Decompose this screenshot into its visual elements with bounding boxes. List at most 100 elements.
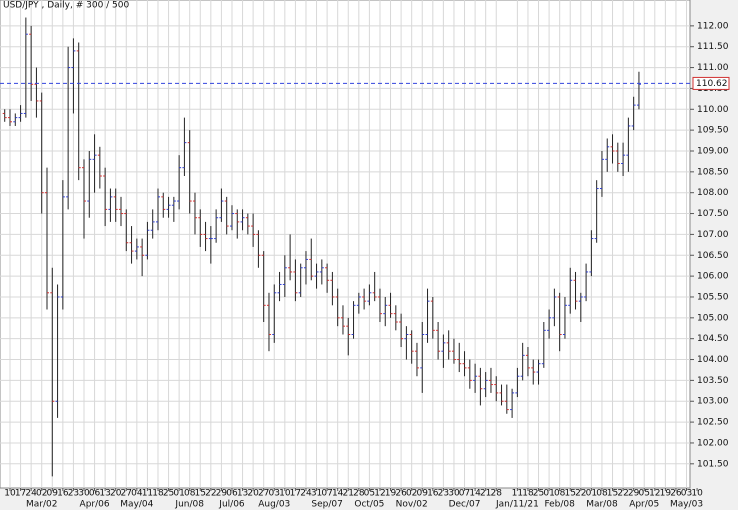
ohlc-bar [547, 309, 552, 339]
ohlc-bar [631, 96, 636, 131]
month-label: May/04 [120, 500, 153, 510]
ohlc-bar [50, 267, 55, 477]
ohlc-bar [118, 196, 123, 227]
x-tick-label: 06 [89, 489, 101, 499]
ohlc-bar [145, 221, 150, 260]
x-tick-label: 09 [417, 489, 429, 499]
month-label: Mar/08 [586, 500, 618, 510]
month-label: Jul/06 [218, 500, 245, 510]
x-tick-label: 14 [332, 489, 344, 499]
month-label: Nov/02 [396, 500, 428, 510]
x-tick-label: 05 [364, 489, 375, 499]
ohlc-bar [573, 271, 578, 310]
x-tick-label: 26 [670, 489, 682, 499]
y-tick-label: 109.50 [697, 126, 729, 136]
y-tick-label: 106.00 [697, 272, 729, 282]
ohlc-bar [494, 376, 499, 402]
current-price-box [692, 76, 730, 90]
x-tick-label: 11 [512, 489, 523, 499]
ohlc-bar [399, 313, 404, 348]
ohlc-bar [39, 92, 44, 214]
x-tick-label: 12 [649, 489, 660, 499]
ohlc-bar [367, 284, 372, 306]
ohlc-bar [335, 288, 340, 327]
ohlc-bar [76, 42, 81, 181]
ohlc-bar [187, 130, 192, 214]
x-tick-label: 12 [374, 489, 385, 499]
y-tick-label: 107.50 [697, 209, 729, 219]
plot-area [0, 0, 691, 489]
y-tick-label: 104.50 [697, 334, 729, 344]
month-label: Jan/11/21 [495, 500, 539, 510]
month-label: Dec/07 [449, 500, 481, 510]
month-label: Apr/05 [629, 500, 659, 510]
current-price-label: 110.62 [696, 79, 728, 89]
x-tick-label: 28 [491, 489, 503, 499]
ohlc-bar [166, 196, 171, 218]
x-tick-label: 13 [99, 489, 110, 499]
ohlc-bar [615, 142, 620, 172]
y-tick-label: 102.00 [697, 438, 729, 448]
month-label: Aug/03 [258, 500, 290, 510]
ohlc-bar [393, 305, 398, 331]
month-label: Oct/05 [354, 500, 384, 510]
x-tick-label: 22 [575, 489, 586, 499]
x-tick-label: 19 [660, 489, 672, 499]
ohlc-bar [340, 305, 345, 335]
x-tick-label: 18 [152, 489, 164, 499]
ohlc-bar [177, 155, 182, 210]
x-tick-label: 01 [586, 489, 597, 499]
ohlc-bar [483, 372, 488, 398]
y-tick-label: 104.00 [697, 355, 729, 365]
ohlc-bar [92, 134, 97, 193]
ohlc-bar [303, 251, 308, 285]
ohlc-bar [113, 188, 118, 222]
ohlc-bar [388, 292, 393, 318]
ohlc-bar [2, 109, 7, 122]
ohlc-bar [277, 271, 282, 302]
ohlc-bar [409, 330, 414, 364]
ohlc-bar [441, 334, 446, 368]
x-tick-label: 15 [607, 489, 618, 499]
x-tick-label: 02 [36, 489, 47, 499]
ohlc-bar [282, 255, 287, 297]
ohlc-bar [404, 326, 409, 360]
ohlc-bar [309, 238, 314, 281]
x-tick-label: 16 [427, 489, 439, 499]
x-tick-label: 08 [554, 489, 566, 499]
x-tick-label: 28 [353, 489, 365, 499]
x-tick-label: 14 [469, 489, 481, 499]
x-tick-label: 30 [448, 489, 460, 499]
ohlc-bar [552, 288, 557, 327]
ohlc-bar [224, 196, 229, 235]
ohlc-bar [557, 292, 562, 352]
ohlc-bar [18, 105, 23, 122]
ohlc-bar [251, 213, 256, 247]
ohlc-bar [531, 359, 536, 385]
ohlc-bar [192, 192, 197, 235]
x-tick-label: 17 [15, 489, 26, 499]
ohlc-bar [599, 150, 604, 197]
x-tick-label: 24 [25, 489, 37, 499]
x-tick-label: 03 [269, 489, 280, 499]
ohlc-bar [140, 238, 145, 277]
y-tick-label: 106.50 [697, 251, 729, 261]
ohlc-bar [457, 342, 462, 373]
y-tick-label: 105.00 [697, 313, 729, 323]
x-tick-label: 20 [110, 489, 122, 499]
x-tick-label: 23 [68, 489, 79, 499]
x-tick-label: 26 [395, 489, 407, 499]
ohlc-bar [66, 46, 71, 210]
ohlc-bar [71, 38, 76, 114]
ohlc-bar [499, 384, 504, 406]
ohlc-bar [229, 205, 234, 231]
x-tick-label: 22 [617, 489, 628, 499]
ohlc-bar [589, 230, 594, 277]
y-tick-label: 105.50 [697, 292, 729, 302]
x-tick-label: 09 [47, 489, 59, 499]
x-tick-label: 08 [184, 489, 196, 499]
ohlc-bar [240, 209, 245, 231]
ohlc-bar [81, 159, 86, 239]
ohlc-bar [261, 251, 266, 322]
x-tick-label: 04 [131, 489, 143, 499]
